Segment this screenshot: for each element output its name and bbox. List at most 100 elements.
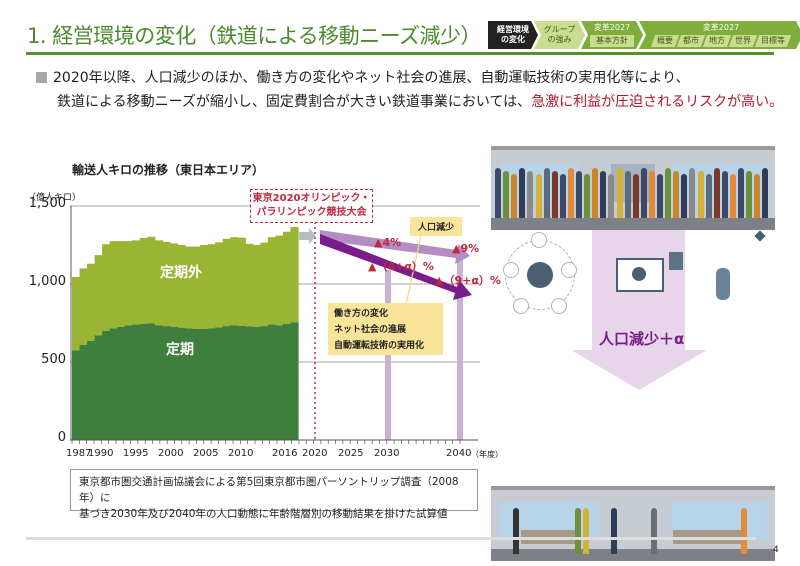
nav-current-section[interactable]: 経営環境 の変化	[488, 21, 538, 49]
x-tick-label: 2016	[272, 448, 298, 459]
x-tick-label: 2040	[446, 448, 472, 459]
transition-arrow	[299, 228, 316, 244]
pct-2040-alpha: ▲（9+α）%	[435, 274, 501, 287]
page-title: 1. 経営環境の変化（鉄道による移動ニーズ減少）	[27, 24, 482, 48]
y-tick: 1,000	[28, 274, 66, 289]
passenger-figure	[665, 168, 672, 218]
population-alpha-label: 人口減少＋α	[599, 330, 685, 348]
nav-sub-label: 基本方針	[590, 35, 634, 47]
x-tick-label: 2010	[228, 448, 254, 459]
passenger-figure	[657, 174, 663, 218]
passenger-figure	[567, 168, 574, 218]
x-tick-label: 1990	[88, 448, 114, 459]
passenger-figure	[611, 508, 617, 554]
page-number: 4	[773, 545, 779, 555]
pct-2030-pop: ▲4%	[374, 236, 402, 249]
x-tick-label: 2025	[338, 448, 364, 459]
passenger-figure	[738, 168, 744, 218]
passenger-figure	[575, 508, 581, 554]
nav-group-strength[interactable]: グループ の強み	[534, 21, 585, 49]
nav-reform[interactable]: 変革2027 概要 都市 地方 世界 目標等	[639, 21, 800, 49]
title-divider	[26, 52, 774, 55]
passenger-figure	[729, 174, 736, 218]
passenger-figure	[527, 171, 534, 218]
passenger-figure	[705, 174, 712, 218]
y-tick: 0	[57, 430, 66, 445]
passenger-figure	[673, 171, 680, 218]
source-note: 東京都市圏交通計画協議会による第5回東京都市圏パーソントリップ調査（2008年）…	[70, 469, 478, 520]
passenger-figure	[648, 171, 655, 218]
passenger-figure	[576, 171, 582, 218]
nav-label: の強み	[547, 35, 572, 44]
nav-label: 変革2027	[593, 23, 631, 32]
x-ticks	[71, 440, 461, 444]
pop-decline-arrow	[320, 230, 470, 264]
nav-label: の変化	[501, 35, 525, 44]
passenger-figure	[592, 168, 599, 218]
passenger-figure	[608, 174, 615, 218]
passenger-figure	[640, 168, 647, 218]
population-decline-label: 人口減少	[410, 217, 463, 236]
chart-title: 輸送人キロの推移（東日本エリア）	[72, 163, 265, 177]
passenger-figure	[584, 174, 591, 218]
band-2040	[457, 258, 463, 440]
passenger-figure	[624, 171, 631, 218]
pct-2030-alpha: ▲（4+α）%	[368, 260, 434, 273]
passenger-figure	[519, 168, 526, 218]
empty-train-illustration	[491, 486, 775, 561]
passenger-figure	[551, 171, 558, 218]
passenger-figure	[535, 174, 542, 218]
user-icon	[527, 262, 553, 288]
band-2030	[385, 270, 391, 440]
summary-bullet: 2020年以降、人口減少のほか、働き方の変化やネット社会の進展、自動運転技術の実…	[36, 66, 783, 114]
x-tick-label: 2020	[302, 448, 328, 459]
passenger-figure	[503, 171, 510, 218]
passenger-figure	[762, 168, 769, 218]
bullet-square-icon	[36, 72, 47, 83]
bullet-line-1: 2020年以降、人口減少のほか、働き方の変化やネット社会の進展、自動運転技術の実…	[53, 70, 690, 86]
passenger-figure	[616, 168, 623, 218]
passenger-figure	[681, 174, 688, 218]
nav-label: グループ	[543, 25, 576, 34]
passenger-figure	[559, 174, 566, 218]
y-tick: 500	[41, 352, 66, 367]
shopping-bag-icon	[669, 252, 683, 270]
bullet-highlight: 急激に利益が圧迫されるリスクが高い。	[531, 94, 784, 110]
passenger-figure	[689, 168, 696, 218]
passenger-figure	[600, 171, 607, 218]
x-tick-label: 1995	[123, 448, 149, 459]
x-tick-label: 2030	[374, 448, 400, 459]
passenger-figure	[651, 508, 657, 554]
passenger-figure	[543, 168, 550, 218]
passenger-figure	[511, 174, 518, 218]
ecommerce-screen-icon	[616, 258, 664, 292]
olympic-annotation: 東京2020オリンピック・ パラリンピック競技大会	[250, 189, 373, 223]
series-label-commuter: 定期	[166, 342, 194, 358]
passenger-figure	[495, 168, 501, 218]
section-nav: 経営環境 の変化 グループ の強み 変革2027 基本方針 変革2027 概要 都市…	[488, 21, 800, 49]
bullet-line-2: 鉄道による移動ニーズが縮小し、固定費割合が大きい鉄道事業においては、	[57, 94, 532, 110]
down-arrow-head	[571, 350, 707, 390]
x-tick-label: 2005	[193, 448, 219, 459]
crowded-train-illustration	[491, 146, 775, 230]
autonomous-car-icon	[716, 268, 730, 300]
passenger-figure	[697, 171, 704, 218]
passenger-figure	[754, 174, 761, 218]
passenger-figure	[721, 171, 728, 218]
factors-box: 働き方の変化 ネット社会の進展 自動運転技術の実用化	[328, 303, 443, 355]
alpha-decline-arrow	[320, 234, 472, 300]
y-tick: 1,500	[28, 196, 66, 211]
stacked-area	[72, 227, 299, 440]
x-tick-label: 1987	[66, 448, 92, 459]
passenger-figure	[713, 168, 720, 218]
nav-reform-policy[interactable]: 変革2027 基本方針	[581, 21, 643, 49]
passenger-figure	[746, 171, 753, 218]
passenger-figure	[513, 508, 519, 554]
passenger-figure	[741, 508, 747, 554]
pct-2040-pop: ▲9%	[452, 242, 480, 255]
nav-label: 変革2027	[702, 23, 740, 32]
x-axis-unit: （年度）	[471, 450, 503, 459]
footer-divider	[26, 537, 756, 540]
passenger-figure	[583, 508, 589, 554]
